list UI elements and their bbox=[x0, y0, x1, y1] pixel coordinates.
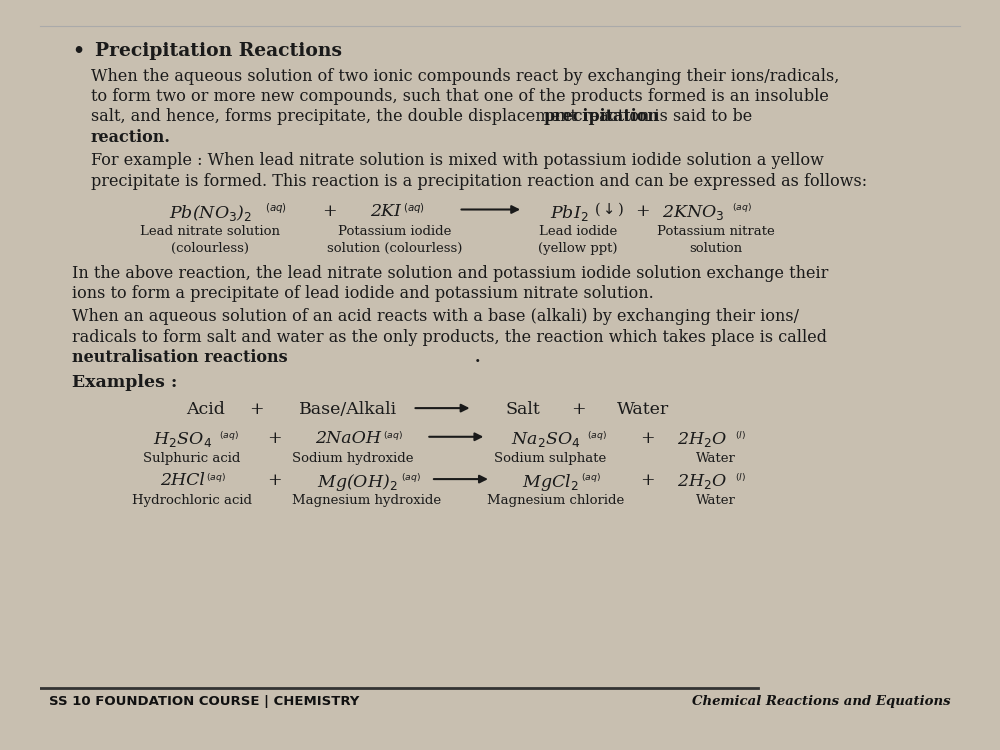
Text: Hydrochloric acid: Hydrochloric acid bbox=[132, 494, 252, 507]
Text: Sodium sulphate: Sodium sulphate bbox=[494, 452, 607, 465]
Text: +: + bbox=[635, 202, 650, 220]
Text: to form two or more new compounds, such that one of the products formed is an in: to form two or more new compounds, such … bbox=[91, 88, 828, 105]
Text: In the above reaction, the lead nitrate solution and potassium iodide solution e: In the above reaction, the lead nitrate … bbox=[72, 265, 829, 282]
Text: .: . bbox=[475, 350, 481, 367]
Text: Magnesium hydroxide: Magnesium hydroxide bbox=[292, 494, 441, 507]
Text: +: + bbox=[571, 401, 586, 418]
Text: Water: Water bbox=[616, 401, 669, 418]
Text: +: + bbox=[640, 472, 655, 489]
Text: precipitate is formed. This reaction is a precipitation reaction and can be expr: precipitate is formed. This reaction is … bbox=[91, 172, 867, 190]
Text: precipitation: precipitation bbox=[543, 109, 659, 125]
Text: radicals to form salt and water as the only products, the reaction which takes p: radicals to form salt and water as the o… bbox=[72, 329, 827, 346]
Text: For example : When lead nitrate solution is mixed with potassium iodide solution: For example : When lead nitrate solution… bbox=[91, 152, 823, 170]
Text: Magnesium chloride: Magnesium chloride bbox=[487, 494, 624, 507]
Text: MgCl$_2$: MgCl$_2$ bbox=[522, 472, 579, 494]
Text: $_{(aq)}$: $_{(aq)}$ bbox=[403, 201, 425, 215]
Text: $_{(aq)}$: $_{(aq)}$ bbox=[383, 428, 403, 442]
Text: $_{(l)}$: $_{(l)}$ bbox=[735, 471, 746, 484]
Text: 2HCl: 2HCl bbox=[160, 472, 205, 489]
Text: Sodium hydroxide: Sodium hydroxide bbox=[292, 452, 414, 465]
Text: Na$_2$SO$_4$: Na$_2$SO$_4$ bbox=[511, 430, 581, 449]
Text: $_{(aq)}$: $_{(aq)}$ bbox=[206, 471, 226, 484]
Text: 2KI: 2KI bbox=[370, 202, 400, 220]
Text: ions to form a precipitate of lead iodide and potassium nitrate solution.: ions to form a precipitate of lead iodid… bbox=[72, 285, 654, 302]
Text: $_{(aq)}$: $_{(aq)}$ bbox=[219, 428, 239, 442]
Text: Salt: Salt bbox=[506, 401, 540, 418]
Text: Potassium nitrate: Potassium nitrate bbox=[657, 224, 775, 238]
Text: Chemical Reactions and Equations: Chemical Reactions and Equations bbox=[692, 694, 951, 708]
Text: Examples :: Examples : bbox=[72, 374, 178, 391]
Text: $_{(l)}$: $_{(l)}$ bbox=[735, 428, 746, 442]
Text: $_{(aq)}$: $_{(aq)}$ bbox=[265, 201, 287, 215]
Text: (colourless): (colourless) bbox=[171, 242, 249, 254]
Text: +: + bbox=[267, 430, 282, 447]
Text: Water: Water bbox=[696, 494, 736, 507]
Text: Base/Alkali: Base/Alkali bbox=[299, 401, 397, 418]
Text: SS 10 FOUNDATION COURSE | CHEMISTRY: SS 10 FOUNDATION COURSE | CHEMISTRY bbox=[49, 694, 360, 708]
Text: +: + bbox=[267, 472, 282, 489]
Text: Precipitation Reactions: Precipitation Reactions bbox=[95, 41, 342, 59]
Text: salt, and hence, forms precipitate, the double displacement reaction is said to : salt, and hence, forms precipitate, the … bbox=[91, 109, 757, 125]
Text: (yellow ppt): (yellow ppt) bbox=[538, 242, 618, 254]
Text: neutralisation reactions: neutralisation reactions bbox=[72, 350, 288, 367]
Text: 2KNO$_3$: 2KNO$_3$ bbox=[662, 202, 724, 222]
Text: $_{(aq)}$: $_{(aq)}$ bbox=[732, 201, 752, 214]
Text: When an aqueous solution of an acid reacts with a base (alkali) by exchanging th: When an aqueous solution of an acid reac… bbox=[72, 308, 799, 326]
Text: +: + bbox=[322, 202, 337, 220]
Text: When the aqueous solution of two ionic compounds react by exchanging their ions/: When the aqueous solution of two ionic c… bbox=[91, 68, 839, 85]
Text: 2NaOH: 2NaOH bbox=[315, 430, 381, 447]
Text: Potassium iodide: Potassium iodide bbox=[338, 224, 451, 238]
Text: $_{(aq)}$: $_{(aq)}$ bbox=[401, 471, 421, 484]
Text: Acid: Acid bbox=[186, 401, 225, 418]
Text: $_{(aq)}$: $_{(aq)}$ bbox=[587, 428, 607, 442]
Text: $_{(aq)}$: $_{(aq)}$ bbox=[581, 471, 601, 484]
Text: +: + bbox=[640, 430, 655, 447]
Text: Lead nitrate solution: Lead nitrate solution bbox=[140, 224, 280, 238]
Text: +: + bbox=[249, 401, 264, 418]
Text: Lead iodide: Lead iodide bbox=[539, 224, 617, 238]
Text: reaction.: reaction. bbox=[91, 129, 170, 146]
Text: solution (colourless): solution (colourless) bbox=[327, 242, 462, 254]
Text: Sulphuric acid: Sulphuric acid bbox=[143, 452, 240, 465]
Text: Water: Water bbox=[696, 452, 736, 465]
Text: 2H$_2$O: 2H$_2$O bbox=[677, 472, 728, 491]
Text: Pb(NO$_3$)$_2$: Pb(NO$_3$)$_2$ bbox=[169, 202, 252, 223]
Text: solution: solution bbox=[690, 242, 743, 254]
Text: ($\downarrow$): ($\downarrow$) bbox=[594, 201, 624, 218]
Text: 2H$_2$O: 2H$_2$O bbox=[677, 430, 728, 449]
Text: PbI$_2$: PbI$_2$ bbox=[550, 202, 588, 223]
Text: H$_2$SO$_4$: H$_2$SO$_4$ bbox=[153, 430, 212, 449]
Text: •: • bbox=[72, 41, 84, 59]
Text: Mg(OH)$_2$: Mg(OH)$_2$ bbox=[317, 472, 398, 494]
